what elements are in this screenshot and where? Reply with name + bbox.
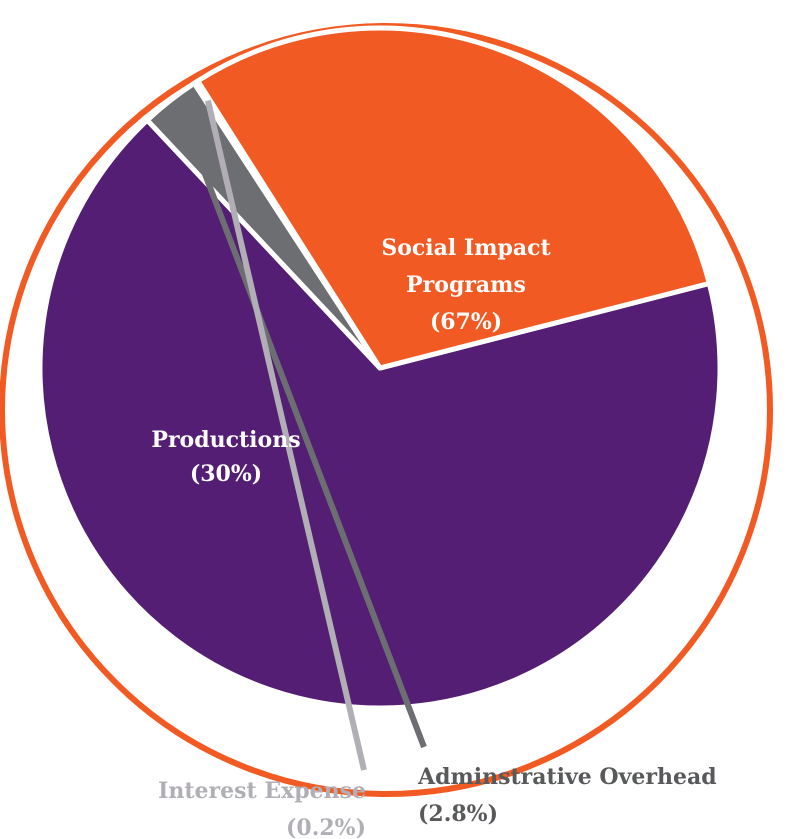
label-social-impact-programs-name-1: Programs bbox=[406, 272, 526, 298]
label-interest-expense-percent: (0.2%) bbox=[286, 815, 366, 839]
label-productions-name-0: Productions bbox=[151, 427, 300, 453]
label-adminstrative-overhead: Adminstrative Overhead (2.8%) bbox=[417, 764, 717, 827]
slice-productions bbox=[195, 25, 712, 371]
label-interest-expense-name-0: Interest Expense bbox=[158, 778, 366, 804]
label-productions-percent: (30%) bbox=[190, 461, 262, 487]
label-social-impact-programs: Social Impact Programs (67%) bbox=[381, 235, 551, 335]
label-adminstrative-overhead-percent: (2.8%) bbox=[418, 801, 498, 827]
label-productions: Productions (30%) bbox=[151, 427, 300, 487]
label-social-impact-programs-percent: (67%) bbox=[430, 309, 502, 335]
label-adminstrative-overhead-name-0: Adminstrative Overhead bbox=[417, 764, 717, 790]
slice-social-impact-programs bbox=[37, 117, 723, 711]
leader-line-adminstrative-overhead bbox=[180, 116, 427, 749]
label-interest-expense: Interest Expense (0.2%) bbox=[158, 778, 366, 839]
leader-line-interest-expense bbox=[205, 99, 367, 771]
label-social-impact-programs-name-0: Social Impact bbox=[381, 235, 551, 261]
